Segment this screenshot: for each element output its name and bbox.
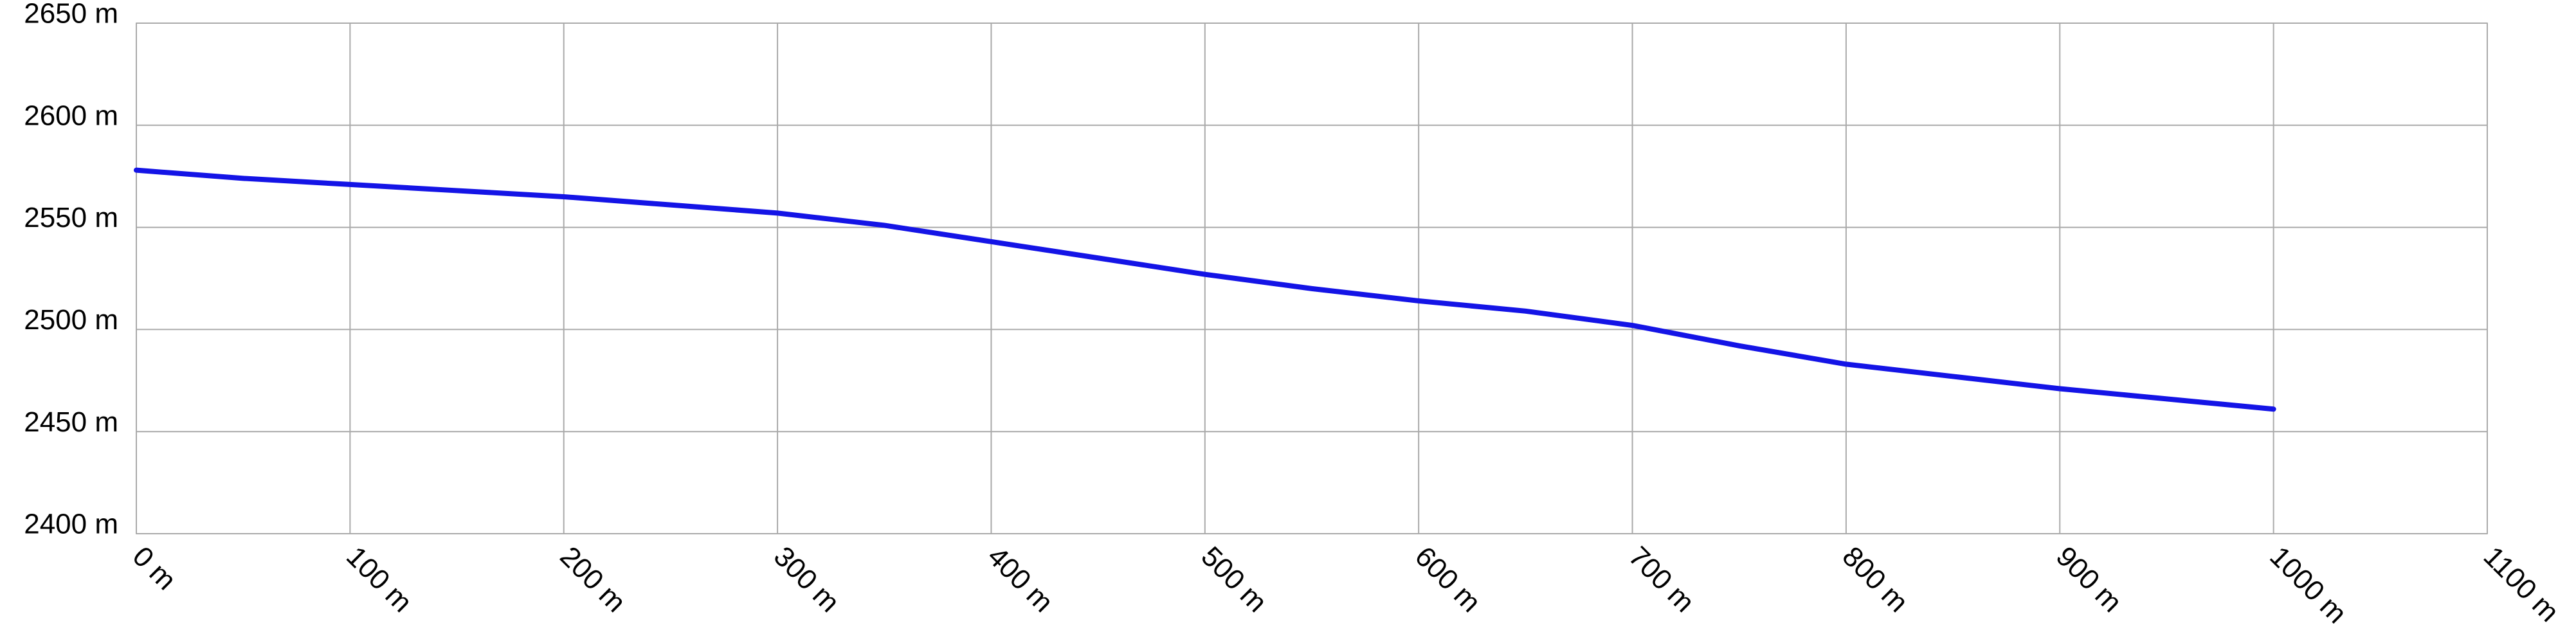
y-tick-label: 2400 m	[24, 509, 118, 540]
x-tick-label: 200 m	[554, 541, 631, 619]
y-tick-label: 2650 m	[24, 0, 118, 30]
y-tick-label: 2450 m	[24, 406, 118, 438]
x-tick-label: 1100 m	[2478, 541, 2565, 628]
x-tick-label: 600 m	[1409, 541, 1487, 619]
x-tick-label: 900 m	[2050, 541, 2128, 619]
x-tick-label: 100 m	[340, 541, 418, 619]
line	[134, 167, 2276, 412]
x-tick-label: 1000 m	[2263, 541, 2352, 629]
y-tick-label: 2550 m	[24, 202, 118, 233]
y-tick-label: 2500 m	[24, 304, 118, 336]
x-tick-label: 400 m	[981, 541, 1059, 619]
x-tick-label: 500 m	[1195, 541, 1273, 619]
plot-frame	[136, 23, 2488, 534]
x-tick-label: 0 m	[127, 541, 183, 597]
x-tick-label: 700 m	[1622, 541, 1700, 619]
y-tick-label: 2600 m	[24, 100, 118, 131]
x-tick-label: 800 m	[1837, 541, 1914, 619]
x-tick-label: 300 m	[768, 541, 846, 619]
